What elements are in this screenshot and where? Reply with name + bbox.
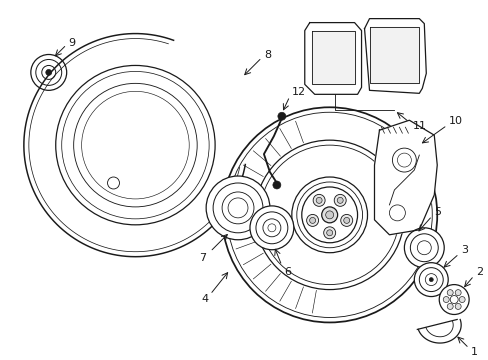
Circle shape: [312, 194, 325, 206]
Circle shape: [41, 66, 56, 80]
Circle shape: [81, 91, 189, 199]
Text: 11: 11: [411, 121, 426, 131]
Circle shape: [425, 274, 436, 285]
Circle shape: [413, 263, 447, 297]
Circle shape: [277, 112, 285, 120]
Circle shape: [260, 145, 399, 285]
Circle shape: [419, 268, 442, 292]
Circle shape: [447, 303, 452, 310]
Circle shape: [449, 296, 457, 303]
Text: 3: 3: [460, 245, 467, 255]
Circle shape: [325, 211, 333, 219]
Circle shape: [334, 194, 346, 206]
Circle shape: [222, 192, 253, 224]
Text: 1: 1: [470, 347, 477, 357]
Text: 8: 8: [264, 50, 270, 60]
Circle shape: [442, 297, 448, 302]
Circle shape: [392, 148, 415, 172]
Circle shape: [296, 182, 362, 248]
Text: 10: 10: [448, 116, 462, 126]
Circle shape: [31, 54, 66, 90]
Circle shape: [301, 187, 357, 243]
Text: 4: 4: [201, 293, 208, 303]
Text: 2: 2: [475, 267, 482, 276]
Circle shape: [397, 153, 410, 167]
Circle shape: [291, 177, 367, 253]
Circle shape: [107, 177, 119, 189]
Circle shape: [343, 217, 349, 224]
Circle shape: [74, 84, 197, 207]
Circle shape: [56, 66, 215, 225]
Circle shape: [416, 241, 430, 255]
Circle shape: [447, 290, 452, 296]
Circle shape: [255, 212, 287, 244]
Circle shape: [454, 303, 460, 310]
Circle shape: [267, 224, 275, 232]
Circle shape: [326, 230, 332, 236]
Circle shape: [428, 278, 432, 282]
Circle shape: [404, 228, 443, 268]
Circle shape: [316, 197, 322, 203]
Circle shape: [340, 215, 352, 226]
Polygon shape: [374, 120, 436, 235]
Circle shape: [249, 206, 293, 250]
Polygon shape: [311, 31, 354, 84]
Circle shape: [206, 176, 269, 240]
Circle shape: [438, 285, 468, 315]
Circle shape: [306, 215, 318, 226]
Polygon shape: [369, 27, 419, 84]
Circle shape: [61, 71, 209, 219]
Circle shape: [227, 198, 247, 218]
Polygon shape: [304, 23, 361, 94]
Circle shape: [321, 207, 337, 223]
Text: 7: 7: [199, 253, 206, 263]
Circle shape: [46, 69, 52, 75]
Text: 12: 12: [291, 87, 305, 97]
Text: 6: 6: [283, 267, 290, 276]
Circle shape: [226, 112, 431, 318]
Polygon shape: [364, 19, 426, 93]
Circle shape: [388, 205, 405, 221]
Text: 9: 9: [68, 37, 76, 48]
Text: 5: 5: [433, 207, 440, 217]
Circle shape: [454, 290, 460, 296]
Circle shape: [213, 183, 263, 233]
Circle shape: [272, 181, 280, 189]
Circle shape: [36, 59, 61, 85]
Circle shape: [458, 297, 464, 302]
Circle shape: [263, 219, 280, 237]
Circle shape: [309, 217, 315, 224]
Circle shape: [254, 140, 404, 289]
Circle shape: [222, 107, 436, 323]
Circle shape: [323, 227, 335, 239]
Circle shape: [337, 197, 343, 203]
Circle shape: [409, 234, 437, 262]
